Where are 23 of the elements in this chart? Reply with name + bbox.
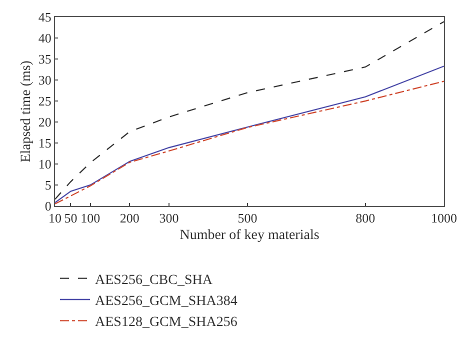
y-axis-title: Elapsed time (ms) <box>19 60 34 162</box>
legend-label: AES128_GCM_SHA256 <box>95 315 238 330</box>
y-tick-label: 0 <box>44 198 52 214</box>
y-tick-label: 15 <box>38 136 52 151</box>
x-tick-label: 100 <box>80 210 100 226</box>
y-tick-label: 20 <box>38 114 52 130</box>
x-tick-label: 500 <box>238 210 258 226</box>
line-series <box>55 21 444 200</box>
y-tick-label: 5 <box>44 178 52 193</box>
legend-label: AES256_GCM_SHA384 <box>95 294 238 309</box>
y-tick-label: 25 <box>38 94 52 109</box>
x-tick-label: 1000 <box>431 210 457 226</box>
x-tick-label: 300 <box>159 210 179 226</box>
legend-label: AES256_CBC_SHA <box>95 272 214 288</box>
x-tick-label: 200 <box>120 210 140 226</box>
y-tick-label: 10 <box>38 156 52 172</box>
y-tick-label: 35 <box>38 52 52 67</box>
y-tick-label: 45 <box>38 10 52 25</box>
x-tick-label: 50 <box>64 210 78 226</box>
x-tick-label: 800 <box>356 210 376 226</box>
y-tick-label: 30 <box>38 72 52 88</box>
x-axis-title: Number of key materials <box>180 228 320 243</box>
y-tick-label: 40 <box>38 30 52 46</box>
